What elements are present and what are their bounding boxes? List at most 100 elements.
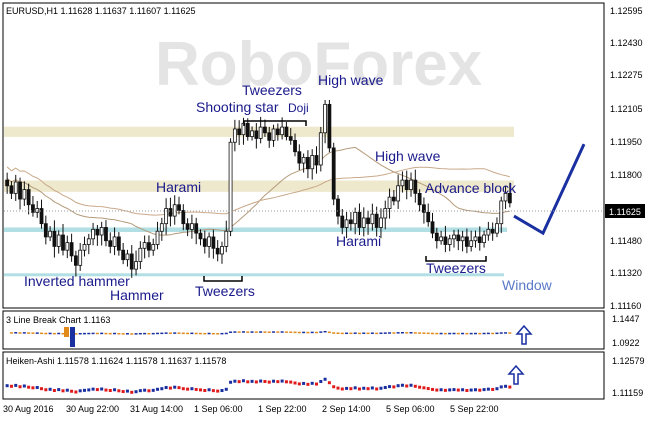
heiken-ashi-bar [87,388,91,392]
heiken-ashi-bar [186,387,190,391]
heiken-ashi-bar [220,389,224,392]
heiken-ashi-bar [284,380,288,384]
zone-support [4,227,507,233]
candle-body [434,232,439,242]
line-break-box [203,332,207,335]
pattern-label: Hammer [110,287,164,303]
line-break-box [241,331,245,333]
pattern-label: Tweezers [242,82,302,98]
candle-body [121,249,126,261]
candle-body [142,242,147,249]
candle-body [215,247,220,255]
candle-body [78,249,83,266]
heiken-ashi-bar [190,387,194,391]
heiken-ashi-bar [422,386,426,390]
candle-body [258,126,263,139]
up-arrow-icon [515,324,533,345]
line-break-panel [2,310,605,350]
pattern-label: Harami [336,233,381,249]
line-break-box [443,332,447,335]
line-break-box [74,333,78,335]
heiken-ashi-bar [302,381,306,385]
line-break-box [31,332,35,334]
candle-body [374,213,379,228]
up-arrow-icon [507,364,525,385]
heiken-ashi-bar [259,379,263,383]
candle-body [370,213,375,225]
candle-body [52,230,57,247]
heiken-ashi-bar [469,388,473,392]
candle-body [288,136,293,141]
heiken-ashi-bar [44,388,48,392]
x-tick-label: 1 Sep 06:00 [194,404,243,414]
candle-body [43,223,48,238]
candle-body [275,128,280,136]
candle-body [456,234,461,242]
line-break-box [138,332,142,335]
candle-body [379,217,383,228]
heiken-ashi-title: Heiken-Ashi 1.11578 1.11624 1.11578 1.11… [6,356,226,366]
candle-body [73,255,78,266]
candles [5,99,512,278]
candle-body [323,103,327,134]
candle-body [48,230,53,238]
candle-body [56,234,61,247]
line-break-box [207,332,211,335]
line-break-box [289,331,293,333]
pattern-label: Tweezers [426,260,486,276]
line-break-box [426,332,430,335]
candle-body [86,238,91,245]
heiken-ashi-bar [70,389,74,393]
candle-body [232,128,237,143]
heiken-ashi-bar [168,386,172,390]
heiken-ashi-bar [357,387,361,391]
pattern-label: Advance block [425,180,517,196]
heiken-ashi-bar [65,388,69,392]
line-break-marks [9,327,512,347]
line-break-box [160,332,164,335]
candle-body [469,240,474,247]
line-break-box [383,332,387,334]
line-break-box [293,331,297,334]
line-break-box [405,332,409,334]
candle-body [159,223,164,232]
candle-body [61,234,65,251]
heiken-ashi-bar [100,387,104,391]
line-break-box [168,332,172,334]
candle-body [22,189,27,200]
heiken-ashi-bar [194,387,198,391]
line-break-box [491,332,495,335]
candle-body [499,200,504,225]
line-break-box [57,332,61,335]
heiken-ashi-bar [353,386,357,390]
heiken-ashi-bar [409,383,413,387]
heiken-ashi-bar [413,384,417,388]
moving-averages [6,146,511,236]
candle-body [336,198,340,217]
candle-body [190,223,194,230]
candle-body [168,208,173,217]
heiken-ashi-bar [319,380,323,383]
x-tick-label: 30 Aug 22:00 [66,404,119,414]
pattern-label: High wave [375,148,441,164]
candle-body [224,230,229,247]
line-break-box [164,332,168,334]
candle-body [185,223,190,230]
candle-body [331,147,336,200]
heiken-ashi-bar [418,385,422,389]
candle-body [422,204,426,213]
heiken-ashi-bar [486,387,490,391]
heiken-ashi-bar [113,388,117,392]
line-break-box [272,331,276,333]
x-tick-label: 30 Aug 2016 [3,404,54,414]
line-break-box [439,332,443,335]
line-break-box [198,332,202,335]
line-break-box [52,332,56,335]
line-break-box [323,330,327,333]
pattern-labels: Tweezers Shooting star Doji High wave Hi… [24,72,553,303]
line-break-box [18,332,22,334]
heiken-ashi-bar [388,385,392,389]
moving-average [6,166,511,216]
heiken-ashi-bar [198,388,202,392]
candle-body [211,236,216,249]
